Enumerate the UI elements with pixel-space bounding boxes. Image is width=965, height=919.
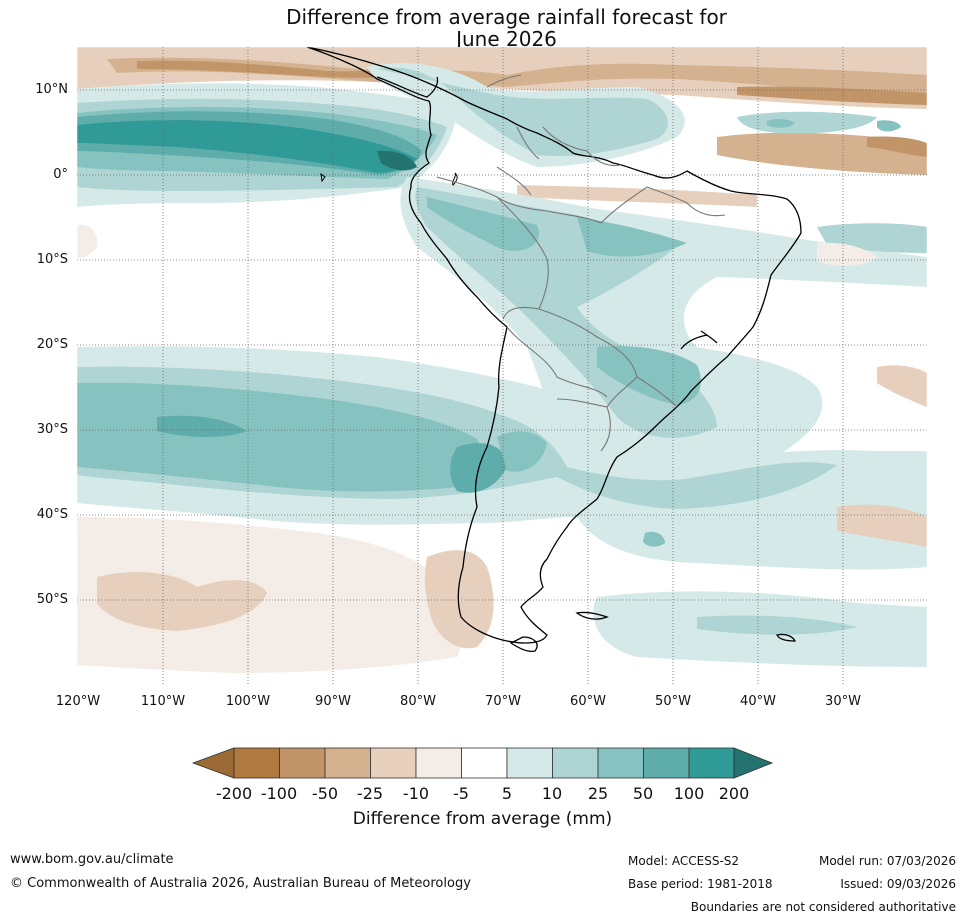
country-borders	[436, 74, 726, 452]
colorbar-tick: -100	[260, 784, 298, 803]
colorbar-tick: -5	[453, 784, 469, 803]
wet-anomaly-equatorial-pacific	[77, 83, 457, 207]
colorbar-extend-low	[191, 747, 235, 779]
wet-anomaly-continent	[400, 177, 927, 491]
lat-label-50S: 50°S	[36, 592, 68, 607]
disclaimer-text: Boundaries are not considered authoritat…	[690, 900, 956, 914]
lon-label-90W: 90°W	[315, 694, 351, 709]
chart-title-line2: June 2026	[456, 27, 557, 51]
colorbar-tick: 200	[718, 784, 750, 803]
colorbar-swatch	[597, 747, 644, 779]
model-text: Model: ACCESS-S2	[628, 854, 740, 868]
colorbar-tick: 50	[632, 784, 654, 803]
lon-label-100W: 100°W	[225, 694, 271, 709]
colorbar-swatch	[506, 747, 553, 779]
lon-label-50W: 50°W	[655, 694, 691, 709]
lon-label-30W: 30°W	[825, 694, 861, 709]
colorbar	[191, 747, 774, 779]
lat-label-30S: 30°S	[36, 422, 68, 437]
colorbar-title: Difference from average (mm)	[352, 809, 613, 829]
colorbar-swatch	[688, 747, 735, 779]
lat-label-20S: 20°S	[36, 337, 68, 352]
colorbar-swatch	[552, 747, 599, 779]
lat-label-10N: 10°N	[35, 82, 68, 97]
colorbar-swatch	[370, 747, 417, 779]
wet-anomaly-south	[77, 346, 927, 667]
issued-text: Issued: 09/03/2026	[840, 877, 956, 891]
colorbar-swatch	[324, 747, 371, 779]
base-period-text: Base period: 1981-2018	[628, 877, 773, 891]
colorbar-tick: -25	[356, 784, 384, 803]
colorbar-swatch	[279, 747, 326, 779]
lon-label-60W: 60°W	[570, 694, 606, 709]
lat-label-0: 0°	[53, 167, 68, 182]
colorbar-extend-high	[733, 747, 774, 779]
lon-label-120W: 120°W	[55, 694, 101, 709]
lon-label-40W: 40°W	[740, 694, 776, 709]
lat-label-10S: 10°S	[36, 252, 68, 267]
dry-anomaly-south	[77, 224, 927, 673]
copyright-text: © Commonwealth of Australia 2026, Austra…	[10, 876, 471, 891]
lat-label-40S: 40°S	[36, 507, 68, 522]
colorbar-tick: 10	[541, 784, 563, 803]
graticule	[77, 47, 927, 685]
colorbar-swatch	[643, 747, 690, 779]
colorbar-tick: -50	[311, 784, 339, 803]
lon-label-70W: 70°W	[485, 694, 521, 709]
colorbar-swatch	[233, 747, 280, 779]
colorbar-tick: 5	[501, 784, 513, 803]
model-run-text: Model run: 07/03/2026	[818, 854, 956, 868]
colorbar-swatch	[415, 747, 462, 779]
colorbar-tick: -200	[215, 784, 253, 803]
lon-label-110W: 110°W	[140, 694, 186, 709]
website-link[interactable]: www.bom.gov.au/climate	[10, 852, 174, 867]
dry-anomaly-north	[77, 47, 927, 207]
lon-label-80W: 80°W	[400, 694, 436, 709]
colorbar-tick: 25	[587, 784, 609, 803]
colorbar-swatch	[461, 747, 508, 779]
colorbar-tick: 100	[673, 784, 705, 803]
colorbar-tick: -10	[402, 784, 430, 803]
rainfall-map	[77, 47, 927, 685]
chart-title-line1: Difference from average rainfall forecas…	[286, 5, 727, 29]
